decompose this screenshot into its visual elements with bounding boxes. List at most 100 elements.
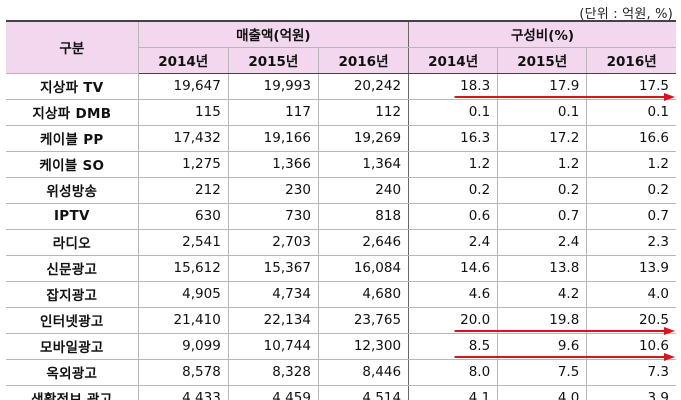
row-label: IPTV (6, 203, 139, 230)
sales-cell: 10,744 (227, 333, 319, 360)
table-row: 생활정보 광고 4,433 4,459 4,514 4.1 4.0 3.9 (6, 385, 676, 400)
share-cell: 17.9 (497, 73, 587, 100)
share-cell: 1.2 (408, 151, 498, 178)
sales-cell: 22,134 (227, 307, 319, 334)
sales-cell: 4,734 (227, 281, 319, 308)
share-cell: 8.5 (408, 333, 498, 360)
share-cell: 7.3 (586, 359, 676, 386)
sales-cell: 8,328 (227, 359, 319, 386)
header-share-year-2016: 2016년 (586, 47, 676, 74)
sales-cell: 1,275 (137, 151, 229, 178)
sales-cell: 20,242 (317, 73, 409, 100)
table-row: 인터넷광고 21,410 22,134 23,765 20.0 19.8 20.5 (6, 307, 676, 334)
share-cell: 0.2 (408, 177, 498, 204)
sales-cell: 730 (227, 203, 319, 230)
table-row: 위성방송 212 230 240 0.2 0.2 0.2 (6, 177, 676, 204)
sales-cell: 23,765 (317, 307, 409, 334)
share-cell: 13.9 (586, 255, 676, 282)
sales-cell: 8,446 (317, 359, 409, 386)
table-container: 구분 매출액(억원) 구성비(%) 2014년 2015년 2016년 2014… (6, 20, 676, 400)
sales-cell: 212 (137, 177, 229, 204)
sales-cell: 117 (227, 99, 319, 126)
share-cell: 8.0 (408, 359, 498, 386)
table-body: 지상파 TV 19,647 19,993 20,242 18.3 17.9 17.5 지상파 … (6, 73, 676, 400)
share-cell: 17.2 (497, 125, 587, 152)
share-cell: 4.1 (408, 385, 498, 400)
table-row: 케이블 SO 1,275 1,366 1,364 1.2 1.2 1.2 (6, 151, 676, 178)
row-label: 신문광고 (6, 255, 139, 282)
ad-sales-table: 구분 매출액(억원) 구성비(%) 2014년 2015년 2016년 2014… (6, 20, 676, 400)
sales-cell: 2,646 (317, 229, 409, 256)
sales-cell: 1,364 (317, 151, 409, 178)
share-cell: 19.8 (497, 307, 587, 334)
table-row: 잡지광고 4,905 4,734 4,680 4.6 4.2 4.0 (6, 281, 676, 308)
sales-cell: 240 (317, 177, 409, 204)
share-cell: 2.4 (408, 229, 498, 256)
share-cell: 0.7 (586, 203, 676, 230)
row-label: 케이블 SO (6, 151, 139, 178)
sales-cell: 4,459 (227, 385, 319, 400)
table-row: 옥외광고 8,578 8,328 8,446 8.0 7.5 7.3 (6, 359, 676, 386)
share-cell: 17.5 (586, 73, 676, 100)
header-share-group: 구성비(%) (408, 20, 676, 48)
share-cell: 0.6 (408, 203, 498, 230)
share-cell: 14.6 (408, 255, 498, 282)
table-row: 지상파 DMB 115 117 112 0.1 0.1 0.1 (6, 99, 676, 126)
row-label: 잡지광고 (6, 281, 139, 308)
row-label: 라디오 (6, 229, 139, 256)
share-cell: 4.0 (586, 281, 676, 308)
share-cell: 13.8 (497, 255, 587, 282)
sales-cell: 4,433 (137, 385, 229, 400)
share-cell: 2.4 (497, 229, 587, 256)
share-cell: 0.2 (497, 177, 587, 204)
header-share-year-2015: 2015년 (497, 47, 587, 74)
table-row: IPTV 630 730 818 0.6 0.7 0.7 (6, 203, 676, 230)
header-sales-group: 매출액(억원) (137, 20, 409, 48)
share-cell: 10.6 (586, 333, 676, 360)
sales-cell: 4,680 (317, 281, 409, 308)
row-label: 생활정보 광고 (6, 385, 139, 400)
sales-cell: 15,367 (227, 255, 319, 282)
sales-cell: 16,084 (317, 255, 409, 282)
share-cell: 0.1 (586, 99, 676, 126)
sales-cell: 8,578 (137, 359, 229, 386)
row-label: 지상파 DMB (6, 99, 139, 126)
table-row: 케이블 PP 17,432 19,166 19,269 16.3 17.2 16.6 (6, 125, 676, 152)
share-cell: 0.7 (497, 203, 587, 230)
share-cell: 2.3 (586, 229, 676, 256)
share-cell: 0.2 (586, 177, 676, 204)
sales-cell: 19,269 (317, 125, 409, 152)
sales-cell: 4,905 (137, 281, 229, 308)
share-cell: 20.5 (586, 307, 676, 334)
row-label: 위성방송 (6, 177, 139, 204)
sales-cell: 4,514 (317, 385, 409, 400)
share-cell: 18.3 (408, 73, 498, 100)
header-sales-year-2015: 2015년 (227, 47, 319, 74)
sales-cell: 19,993 (227, 73, 319, 100)
share-cell: 16.6 (586, 125, 676, 152)
share-cell: 1.2 (497, 151, 587, 178)
header-sales-year-2014: 2014년 (137, 47, 229, 74)
sales-cell: 9,099 (137, 333, 229, 360)
row-label: 옥외광고 (6, 359, 139, 386)
share-cell: 9.6 (497, 333, 587, 360)
sales-cell: 230 (227, 177, 319, 204)
share-cell: 16.3 (408, 125, 498, 152)
sales-cell: 15,612 (137, 255, 229, 282)
sales-cell: 2,703 (227, 229, 319, 256)
sales-cell: 19,647 (137, 73, 229, 100)
row-label: 케이블 PP (6, 125, 139, 152)
sales-cell: 818 (317, 203, 409, 230)
row-label: 인터넷광고 (6, 307, 139, 334)
share-cell: 7.5 (497, 359, 587, 386)
table-row: 라디오 2,541 2,703 2,646 2.4 2.4 2.3 (6, 229, 676, 256)
sales-cell: 12,300 (317, 333, 409, 360)
sales-cell: 21,410 (137, 307, 229, 334)
header-category: 구분 (6, 20, 139, 74)
share-cell: 4.2 (497, 281, 587, 308)
share-cell: 0.1 (497, 99, 587, 126)
share-cell: 4.6 (408, 281, 498, 308)
header-sales-year-2016: 2016년 (317, 47, 409, 74)
share-cell: 20.0 (408, 307, 498, 334)
sales-cell: 2,541 (137, 229, 229, 256)
